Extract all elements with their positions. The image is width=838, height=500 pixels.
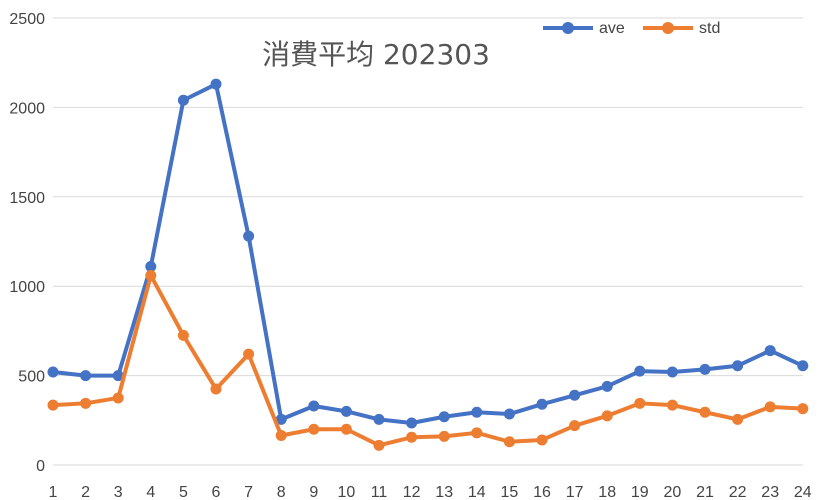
data-point-ave-12 (406, 417, 418, 429)
x-tick-label-12: 12 (403, 484, 421, 500)
x-tick-label-21: 21 (696, 484, 714, 500)
data-point-ave-13 (438, 411, 450, 423)
x-tick-label-4: 4 (146, 484, 155, 500)
x-axis: 1 2 3 4 5 6 7 8 9 10 11 12 13 14 15 16 17 18 19 20 21 22 23 24 (49, 484, 812, 500)
data-point-ave-7 (243, 230, 255, 242)
x-tick-label-6: 6 (212, 484, 221, 500)
y-axis: 0 500 1000 1500 2000 2500 (9, 11, 45, 475)
data-point-std-9 (308, 423, 320, 435)
plot-area (47, 78, 809, 451)
data-point-ave-17 (569, 389, 581, 401)
data-point-ave-23 (764, 345, 776, 357)
data-point-ave-3 (112, 370, 124, 382)
chart-title: 消費平均 202303 (262, 38, 490, 71)
y-tick-label-0: 0 (36, 458, 45, 475)
x-tick-label-3: 3 (114, 484, 123, 500)
x-tick-label-10: 10 (338, 484, 356, 500)
x-tick-label-15: 15 (501, 484, 519, 500)
x-tick-label-5: 5 (179, 484, 188, 500)
data-point-std-22 (732, 413, 744, 425)
y-tick-label-1500: 1500 (9, 190, 45, 207)
legend-marker-std (662, 22, 674, 34)
x-tick-label-18: 18 (598, 484, 616, 500)
data-point-ave-24 (797, 360, 809, 372)
legend-item-ave: ave (543, 20, 625, 37)
data-point-std-4 (145, 269, 157, 281)
data-point-ave-2 (80, 370, 92, 382)
series-line-ave (51, 82, 805, 425)
data-point-ave-8 (275, 413, 287, 425)
y-tick-label-500: 500 (18, 369, 45, 386)
x-tick-label-17: 17 (566, 484, 584, 500)
data-point-ave-19 (634, 365, 646, 377)
data-point-ave-16 (536, 398, 548, 410)
data-point-std-24 (797, 403, 809, 415)
data-point-ave-18 (601, 380, 613, 392)
data-point-std-2 (80, 397, 92, 409)
x-tick-label-14: 14 (468, 484, 486, 500)
y-tick-label-1000: 1000 (9, 279, 45, 296)
data-point-std-10 (340, 423, 352, 435)
data-point-ave-11 (373, 413, 385, 425)
x-tick-label-20: 20 (664, 484, 682, 500)
y-tick-label-2500: 2500 (9, 11, 45, 28)
data-point-std-8 (275, 429, 287, 441)
data-point-std-13 (438, 430, 450, 442)
x-tick-label-8: 8 (277, 484, 286, 500)
series-ave (47, 78, 809, 429)
data-point-ave-6 (210, 78, 222, 90)
x-tick-label-1: 1 (49, 484, 58, 500)
data-point-ave-4 (145, 261, 157, 273)
data-point-ave-14 (471, 406, 483, 418)
data-point-std-1 (47, 399, 59, 411)
data-point-ave-20 (666, 366, 678, 378)
data-point-std-15 (503, 436, 515, 448)
x-tick-label-19: 19 (631, 484, 649, 500)
data-point-ave-21 (699, 363, 711, 375)
y-tick-label-2000: 2000 (9, 100, 45, 117)
data-point-ave-10 (340, 405, 352, 417)
series-std (47, 269, 809, 451)
x-tick-label-22: 22 (729, 484, 747, 500)
data-point-std-21 (699, 406, 711, 418)
data-point-std-23 (764, 401, 776, 413)
data-point-std-3 (112, 392, 124, 404)
x-tick-label-7: 7 (244, 484, 253, 500)
x-tick-label-9: 9 (309, 484, 318, 500)
data-point-std-12 (406, 431, 418, 443)
data-point-std-7 (243, 348, 255, 360)
x-tick-label-11: 11 (371, 484, 388, 500)
data-point-std-11 (373, 439, 385, 451)
x-tick-label-2: 2 (81, 484, 90, 500)
data-point-std-5 (177, 329, 189, 341)
data-point-std-19 (634, 397, 646, 409)
data-point-std-17 (569, 420, 581, 432)
legend-label-ave: ave (599, 20, 625, 37)
data-point-std-16 (536, 434, 548, 446)
x-tick-label-16: 16 (533, 484, 551, 500)
data-point-ave-9 (308, 400, 320, 412)
x-tick-label-13: 13 (435, 484, 453, 500)
legend: ave std (543, 20, 720, 37)
data-point-std-14 (471, 427, 483, 439)
data-point-ave-1 (47, 366, 59, 378)
data-point-ave-5 (177, 94, 189, 106)
legend-marker-ave (562, 22, 574, 34)
series-line-std (51, 273, 805, 448)
legend-label-std: std (699, 20, 720, 37)
gridlines (53, 17, 803, 466)
x-tick-label-24: 24 (794, 484, 812, 500)
data-point-std-18 (601, 410, 613, 422)
data-point-ave-15 (503, 408, 515, 420)
data-point-ave-22 (732, 360, 744, 372)
legend-item-std: std (643, 20, 720, 37)
data-point-std-20 (666, 399, 678, 411)
data-point-std-6 (210, 383, 222, 395)
x-tick-label-23: 23 (761, 484, 779, 500)
